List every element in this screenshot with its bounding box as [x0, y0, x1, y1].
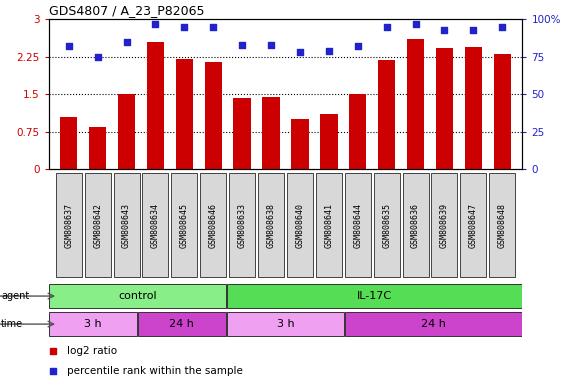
FancyBboxPatch shape — [56, 173, 82, 277]
Bar — [407, 39, 424, 169]
Point — [498, 24, 507, 30]
Text: GSM808644: GSM808644 — [353, 202, 362, 248]
Bar — [263, 97, 280, 169]
FancyBboxPatch shape — [432, 173, 457, 277]
Text: GSM808637: GSM808637 — [65, 202, 73, 248]
Text: IL-17C: IL-17C — [357, 291, 392, 301]
Text: time: time — [1, 319, 23, 329]
Point — [49, 348, 58, 354]
Bar — [89, 127, 106, 169]
Text: GSM808642: GSM808642 — [93, 202, 102, 248]
FancyBboxPatch shape — [403, 173, 429, 277]
Bar — [436, 48, 453, 169]
FancyBboxPatch shape — [460, 173, 486, 277]
FancyBboxPatch shape — [316, 173, 342, 277]
Text: GSM808638: GSM808638 — [267, 202, 276, 248]
Bar — [465, 47, 482, 169]
Point — [382, 24, 391, 30]
FancyBboxPatch shape — [85, 173, 111, 277]
Text: 24 h: 24 h — [421, 319, 446, 329]
Bar — [60, 117, 78, 169]
FancyBboxPatch shape — [287, 173, 313, 277]
Text: GSM808641: GSM808641 — [324, 202, 333, 248]
Bar — [349, 94, 367, 169]
FancyBboxPatch shape — [345, 312, 522, 336]
FancyBboxPatch shape — [345, 173, 371, 277]
Point — [440, 26, 449, 33]
Bar — [204, 62, 222, 169]
Text: GSM808647: GSM808647 — [469, 202, 478, 248]
FancyBboxPatch shape — [373, 173, 400, 277]
Point — [64, 43, 73, 49]
Point — [180, 24, 189, 30]
Point — [295, 49, 304, 55]
Point — [469, 26, 478, 33]
Bar — [378, 60, 395, 169]
Text: GSM808643: GSM808643 — [122, 202, 131, 248]
FancyBboxPatch shape — [489, 173, 515, 277]
Point — [353, 43, 363, 49]
Text: 24 h: 24 h — [170, 319, 194, 329]
Point — [238, 41, 247, 48]
FancyBboxPatch shape — [229, 173, 255, 277]
FancyBboxPatch shape — [200, 173, 226, 277]
Text: control: control — [118, 291, 156, 301]
FancyBboxPatch shape — [258, 173, 284, 277]
Point — [411, 21, 420, 27]
Text: GSM808635: GSM808635 — [382, 202, 391, 248]
Text: GSM808645: GSM808645 — [180, 202, 189, 248]
FancyBboxPatch shape — [49, 312, 137, 336]
Text: percentile rank within the sample: percentile rank within the sample — [67, 366, 243, 376]
FancyBboxPatch shape — [49, 284, 226, 308]
Point — [267, 41, 276, 48]
Text: GSM808646: GSM808646 — [209, 202, 218, 248]
Text: 3 h: 3 h — [277, 319, 294, 329]
Text: GSM808639: GSM808639 — [440, 202, 449, 248]
Text: GSM808640: GSM808640 — [295, 202, 304, 248]
Text: GDS4807 / A_23_P82065: GDS4807 / A_23_P82065 — [49, 3, 204, 17]
FancyBboxPatch shape — [142, 173, 168, 277]
Text: GSM808636: GSM808636 — [411, 202, 420, 248]
Bar — [320, 114, 337, 169]
Text: GSM808648: GSM808648 — [498, 202, 506, 248]
Text: GSM808634: GSM808634 — [151, 202, 160, 248]
Point — [208, 24, 218, 30]
Point — [93, 54, 102, 60]
Bar — [234, 98, 251, 169]
Bar — [176, 59, 193, 169]
Point — [151, 21, 160, 27]
FancyBboxPatch shape — [227, 312, 344, 336]
Text: GSM808633: GSM808633 — [238, 202, 247, 248]
Point — [324, 48, 333, 54]
FancyBboxPatch shape — [138, 312, 226, 336]
Bar — [118, 94, 135, 169]
FancyBboxPatch shape — [171, 173, 198, 277]
Bar — [291, 119, 308, 169]
FancyBboxPatch shape — [114, 173, 139, 277]
Text: log2 ratio: log2 ratio — [67, 346, 118, 356]
Bar — [493, 54, 511, 169]
Point — [49, 367, 58, 374]
Text: 3 h: 3 h — [84, 319, 102, 329]
Point — [122, 39, 131, 45]
Bar — [147, 42, 164, 169]
Text: agent: agent — [1, 291, 29, 301]
FancyBboxPatch shape — [227, 284, 522, 308]
